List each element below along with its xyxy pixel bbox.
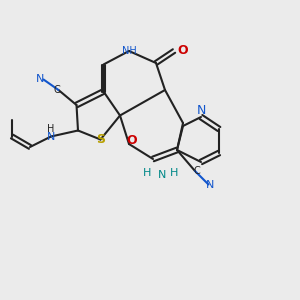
Text: N: N (206, 179, 214, 190)
Text: O: O (127, 134, 137, 148)
Text: N: N (196, 104, 206, 118)
Text: N: N (36, 74, 45, 85)
Text: NH: NH (122, 46, 136, 56)
Text: S: S (96, 133, 105, 146)
Text: O: O (178, 44, 188, 58)
Text: H: H (47, 124, 55, 134)
Text: C: C (193, 166, 200, 176)
Text: N: N (47, 132, 55, 142)
Text: H: H (143, 167, 151, 178)
Text: H: H (170, 167, 178, 178)
Text: C: C (54, 85, 60, 95)
Text: N: N (158, 170, 166, 181)
